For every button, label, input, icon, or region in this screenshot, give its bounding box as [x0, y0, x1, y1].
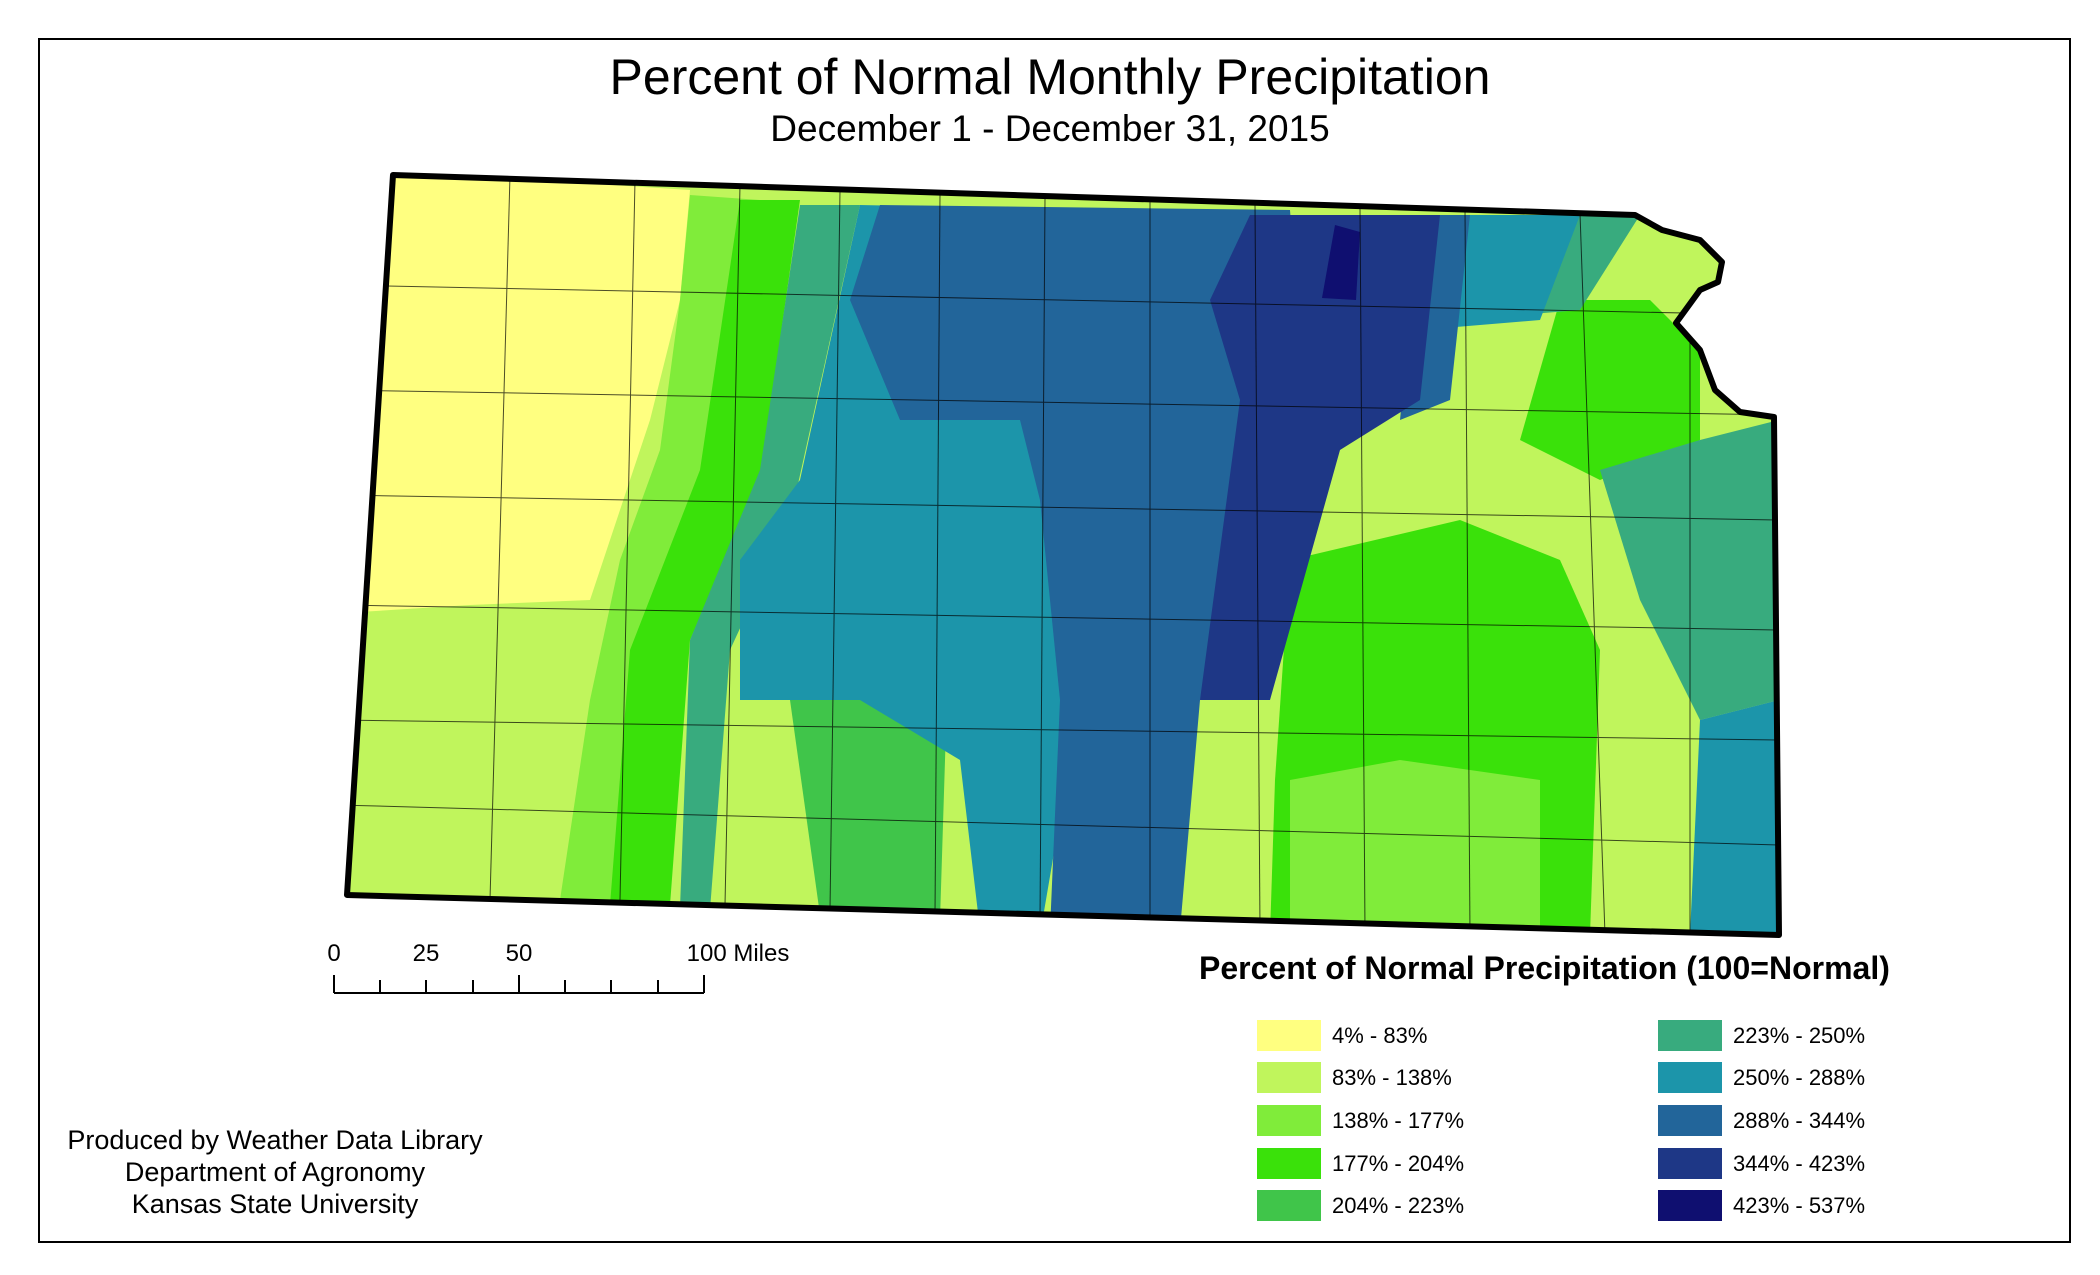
band-250-288-e [1690, 700, 1779, 935]
scale-label-100: 100 Miles [686, 940, 790, 967]
band-423-537 [1322, 225, 1360, 300]
county-lines [347, 175, 1779, 935]
legend-label: 288% - 344% [1733, 1107, 1866, 1133]
legend-swatch [1658, 1190, 1722, 1221]
legend-item: 423% - 537% [1658, 1190, 1865, 1221]
credits: Produced by Weather Data Library Departm… [40, 1124, 510, 1220]
scale-label-25: 25 [412, 940, 440, 967]
legend-label: 138% - 177% [1332, 1107, 1465, 1133]
kansas-state-outline [344, 172, 1782, 938]
band-177-204-ne [1520, 300, 1700, 480]
legend-item: 250% - 288% [1658, 1062, 1865, 1093]
legend-item: 4% - 83% [1257, 1020, 1427, 1051]
scale-label-50: 50 [505, 940, 533, 967]
band-177-204 [610, 200, 800, 905]
legend-label: 204% - 223% [1332, 1192, 1465, 1218]
legend-swatch [1658, 1148, 1722, 1179]
map-title: Percent of Normal Monthly Precipitation [609, 49, 1491, 105]
legend-swatch [1257, 1105, 1321, 1136]
scale-bar [333, 975, 705, 994]
band-288-344 [850, 205, 1310, 930]
legend-label: 83% - 138% [1332, 1064, 1452, 1090]
map-subtitle: December 1 - December 31, 2015 [770, 108, 1330, 149]
band-344-423 [1200, 215, 1440, 700]
band-4-83 [360, 175, 690, 612]
legend-label: 250% - 288% [1733, 1064, 1866, 1090]
legend-item: 344% - 423% [1658, 1148, 1865, 1179]
legend-title: Percent of Normal Precipitation (100=Nor… [1199, 950, 1890, 986]
scale-label-0: 0 [327, 940, 341, 967]
band-138-177-se [1290, 760, 1540, 935]
legend-label: 344% - 423% [1733, 1150, 1866, 1176]
legend-swatch [1658, 1062, 1722, 1093]
band-138-177 [560, 195, 760, 905]
legend-label: 423% - 537% [1733, 1192, 1866, 1218]
legend-swatch [1257, 1148, 1321, 1179]
legend-item: 138% - 177% [1257, 1105, 1464, 1136]
legend-label: 4% - 83% [1332, 1022, 1428, 1048]
legend-item: 288% - 344% [1658, 1105, 1865, 1136]
legend-item: 223% - 250% [1658, 1020, 1865, 1051]
credit-line: Kansas State University [131, 1189, 419, 1219]
legend-item: 83% - 138% [1257, 1062, 1452, 1093]
legend-item: 204% - 223% [1257, 1190, 1464, 1221]
legend-label: 223% - 250% [1733, 1022, 1866, 1048]
legend-swatch [1257, 1190, 1321, 1221]
legend-swatch [1658, 1020, 1722, 1051]
credit-line: Department of Agronomy [124, 1157, 426, 1187]
legend-swatch [1257, 1062, 1321, 1093]
legend-item: 177% - 204% [1257, 1148, 1464, 1179]
map-frame [38, 38, 2071, 1243]
legend-label: 177% - 204% [1332, 1150, 1465, 1176]
legend-swatch [1658, 1105, 1722, 1136]
credit-line: Produced by Weather Data Library [67, 1125, 483, 1155]
legend-swatch [1257, 1020, 1321, 1051]
